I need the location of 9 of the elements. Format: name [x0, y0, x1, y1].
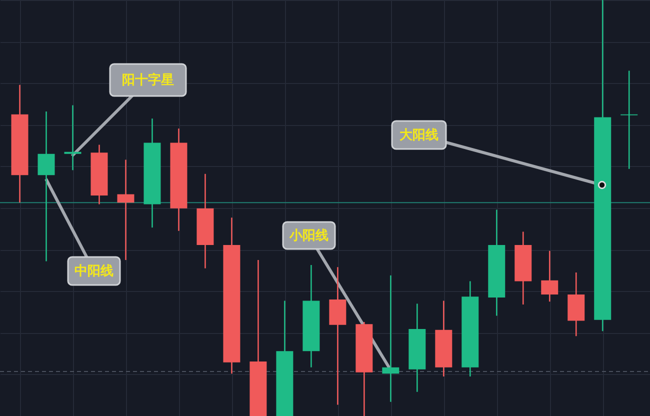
- candlestick: [382, 274, 400, 403]
- annotation: 大阳线: [400, 128, 438, 143]
- candlestick: [541, 250, 558, 302]
- candlestick: [64, 104, 82, 171]
- candlestick: [38, 110, 55, 262]
- annotation: 小阳线: [288, 228, 328, 244]
- annotation: 中阳线: [74, 264, 114, 279]
- annotation: 阳十字星: [122, 72, 174, 88]
- candlestick: [117, 159, 134, 261]
